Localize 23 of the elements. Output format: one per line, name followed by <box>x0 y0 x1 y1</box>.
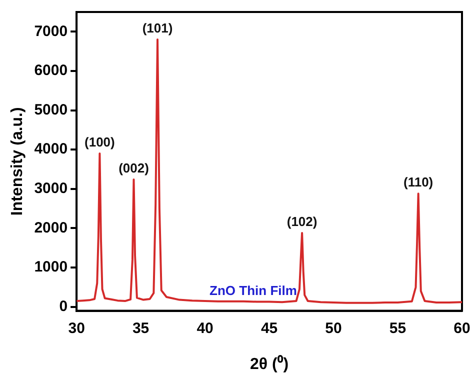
y-tick-label: 3000 <box>34 180 68 198</box>
x-tick-label: 60 <box>454 320 470 337</box>
x-tick-label: 35 <box>132 320 150 337</box>
y-tick-label: 7000 <box>34 22 68 40</box>
y-tick-label: 2000 <box>34 219 68 236</box>
y-tick-label: 1000 <box>34 258 68 276</box>
annotation: (102) <box>286 214 318 230</box>
x-tick-label: 55 <box>389 320 406 337</box>
annotation: ZnO Thin Film <box>210 282 297 298</box>
annotation: (110) <box>404 174 434 190</box>
y-tick-label: 6000 <box>34 62 68 80</box>
x-tick-label: 50 <box>325 320 342 337</box>
annotation: (002) <box>118 160 149 176</box>
x-tick-label: 30 <box>68 320 85 337</box>
y-tick-label: 5000 <box>34 101 68 118</box>
x-tick-label: 45 <box>260 320 278 337</box>
y-tick-label: 4000 <box>34 140 68 158</box>
y-tick-label: 0 <box>59 298 68 316</box>
x-tick-label: 40 <box>196 320 214 337</box>
y-axis-title: Intensity (a.u.) <box>9 107 26 216</box>
annotation: (100) <box>84 134 115 150</box>
x-axis-title: 2θ (⁰) <box>250 354 289 373</box>
annotation: (101) <box>142 20 173 36</box>
